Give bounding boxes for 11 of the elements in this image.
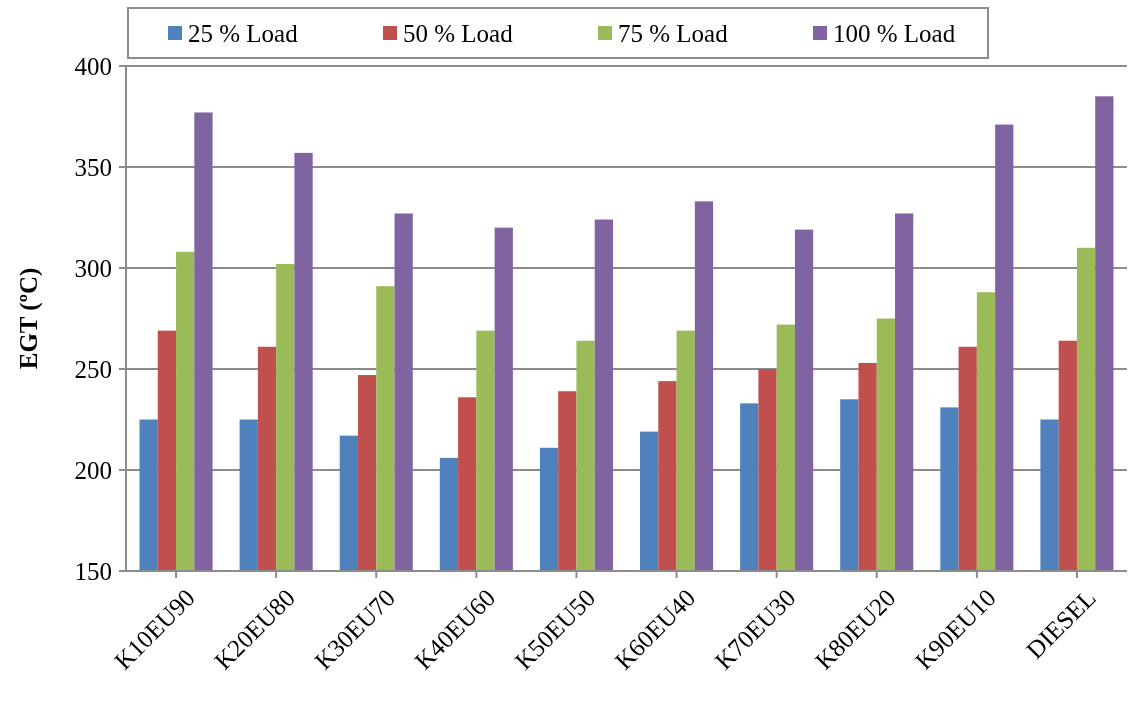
y-tick-label: 350 [74,153,112,181]
y-tick-label: 400 [74,52,112,80]
y-tick-label: 300 [74,254,112,282]
y-tick-label: 150 [74,557,112,585]
legend-label: 75 % Load [618,19,729,47]
legend-label: 100 % Load [833,19,956,47]
legend-label: 50 % Load [403,19,514,47]
y-axis-title: EGT (ºC) [14,267,43,370]
legend-label: 25 % Load [188,19,299,47]
y-tick-label: 250 [74,355,112,383]
y-tick-label: 200 [74,456,112,484]
